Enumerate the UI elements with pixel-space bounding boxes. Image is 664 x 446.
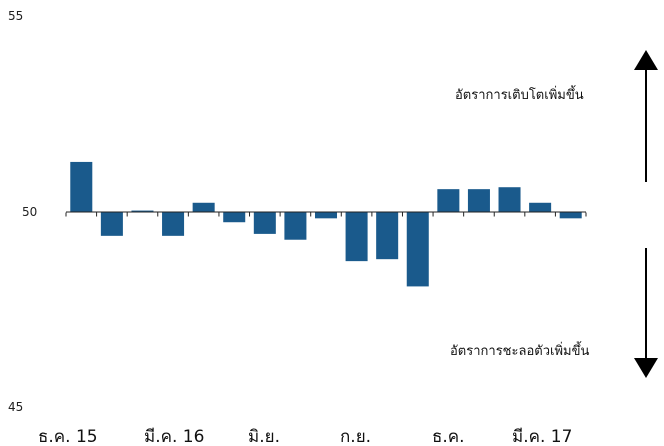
x-tick-label-4: ธ.ค. [432,427,465,446]
bar-0 [70,161,93,213]
x-tick-label-2: มิ.ย. [248,427,280,446]
bar-3 [162,212,185,236]
bar-15 [529,202,552,213]
bar-9 [345,212,368,262]
bar-12 [437,189,460,213]
y-tick-45: 45 [8,400,23,414]
bar-6 [253,212,276,234]
x-axis-ticks [65,212,587,217]
x-tick-label-1: มี.ค. 16 [144,427,204,446]
bar-4 [192,202,215,213]
bar-10 [376,212,399,260]
y-tick-50: 50 [22,205,37,219]
bar-7 [284,212,307,240]
annotation-down: อัตราการชะลอตัวเพิ่มขึ้น [450,341,589,359]
annotation-up: อัตราการเติบโตเพิ่มขึ้น [455,85,584,103]
bar-11 [406,212,429,287]
x-tick-label-0: ธ.ค. 15 [38,427,98,446]
bar-16 [559,212,582,219]
bar-14 [498,187,521,213]
bar-8 [314,212,338,219]
y-tick-55: 55 [8,9,23,23]
x-tick-label-5: มี.ค. 17 [512,427,572,446]
bar-13 [467,189,490,213]
x-tick-labels: ธ.ค. 15 มี.ค. 16 มิ.ย. ก.ย. ธ.ค. มี.ค. 1… [38,427,572,446]
x-tick-label-3: ก.ย. [340,427,371,446]
bar-5 [223,212,246,223]
bars-group [70,161,582,287]
bar-1 [100,212,123,236]
